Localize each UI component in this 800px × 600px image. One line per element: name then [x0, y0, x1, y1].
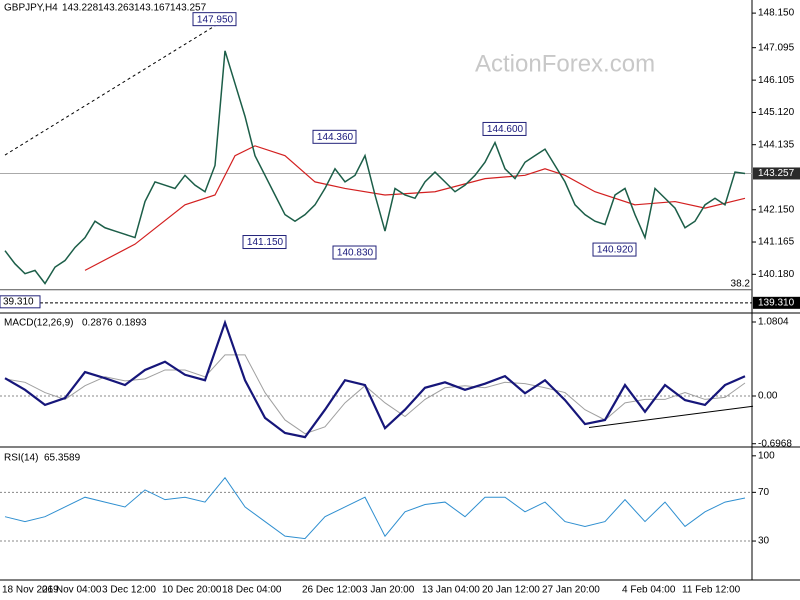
y-tick-label: 146.105 — [758, 75, 795, 86]
x-tick-label: 3 Dec 12:00 — [102, 585, 156, 596]
y-tick-label: 30 — [758, 536, 770, 547]
ohlc-close: 143.257 — [170, 3, 207, 14]
rsi-title: RSI(14) — [4, 453, 38, 464]
y-tick-label: 70 — [758, 487, 770, 498]
x-tick-label: 18 Dec 04:00 — [222, 585, 282, 596]
ohlc-open: 143.228 — [62, 3, 99, 14]
ohlc-low: 143.167 — [134, 3, 171, 14]
annotation-box — [192, 12, 237, 27]
y-tick-label: 100 — [758, 450, 775, 461]
trend-line — [4, 19, 226, 156]
rsi-readout: 65.3589 — [44, 453, 81, 464]
clipped-label: 39.310 — [3, 296, 34, 307]
annotation-box — [242, 235, 287, 250]
x-tick-label: 20 Jan 12:00 — [482, 585, 540, 596]
annotation-box — [592, 242, 637, 257]
x-tick-label: 3 Jan 20:00 — [362, 585, 415, 596]
x-tick-label: 4 Feb 04:00 — [622, 585, 676, 596]
x-tick-label: 27 Jan 20:00 — [542, 585, 600, 596]
y-tick-label: 147.095 — [758, 42, 795, 53]
y-tick-label: 142.150 — [758, 204, 795, 215]
macd-readout: 0.2876 — [82, 318, 113, 329]
x-tick-label: 18 Nov 2019 — [2, 585, 59, 596]
y-tick-label: 144.135 — [758, 139, 795, 150]
y-tick-label: 1.0804 — [758, 317, 789, 328]
trend-line — [588, 405, 754, 429]
annotation-label: 140.920 — [597, 245, 634, 256]
current-tag-label: 143.257 — [758, 168, 795, 179]
annotation-box — [312, 129, 357, 144]
x-tick-label: 26 Dec 12:00 — [302, 585, 362, 596]
annotation-box — [482, 121, 527, 136]
fib-label: 38.2 — [731, 278, 751, 289]
support-tag — [753, 296, 800, 309]
series-line — [84, 145, 746, 271]
series-line — [4, 354, 746, 435]
y-tick-label: 145.120 — [758, 107, 795, 118]
annotation-label: 144.600 — [487, 124, 524, 135]
series-line — [4, 476, 746, 540]
annotation-label: 140.830 — [337, 248, 374, 259]
annotation-box — [332, 245, 377, 260]
x-tick-label: 11 Feb 12:00 — [682, 585, 741, 596]
macd-readout: 0.1893 — [116, 318, 147, 329]
support-box — [0, 295, 41, 309]
ohlc-high: 143.263 — [98, 3, 135, 14]
macd-title: MACD(12,26,9) — [4, 318, 73, 329]
x-tick-label: 26 Nov 04:00 — [42, 585, 102, 596]
y-tick-label: 0.00 — [758, 391, 778, 402]
y-tick-label: -0.6968 — [758, 438, 792, 449]
watermark: ActionForex.com — [475, 50, 655, 77]
support-tag-label: 139.310 — [758, 297, 795, 308]
series-line — [4, 319, 746, 439]
annotation-label: 147.950 — [197, 14, 234, 25]
annotation-label: 144.360 — [317, 132, 354, 143]
y-tick-label: 140.180 — [758, 269, 795, 280]
y-tick-label: 148.150 — [758, 8, 795, 19]
y-tick-label: 141.165 — [758, 237, 795, 248]
symbol: GBPJPY,H4 — [4, 3, 58, 14]
series-line — [4, 50, 746, 285]
annotation-label: 141.150 — [247, 237, 284, 248]
current-tag — [753, 167, 800, 180]
x-tick-label: 10 Dec 20:00 — [162, 585, 222, 596]
x-tick-label: 13 Jan 04:00 — [422, 585, 480, 596]
